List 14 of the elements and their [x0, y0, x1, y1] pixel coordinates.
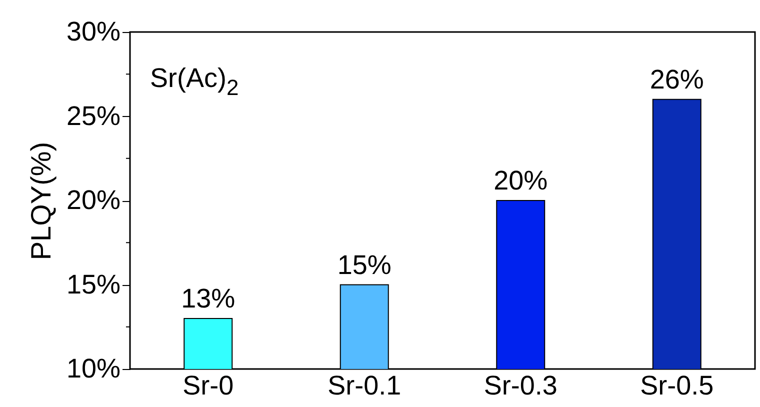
- data-label: 13%: [181, 283, 236, 314]
- data-label: 15%: [337, 250, 392, 280]
- x-tick-label: Sr-0.3: [484, 370, 558, 400]
- y-tick-label: 10%: [66, 354, 120, 384]
- y-tick-label: 25%: [66, 100, 120, 131]
- y-axis-title: PLQY(%): [25, 142, 56, 260]
- data-label: 20%: [494, 166, 548, 196]
- y-tick-label: 30%: [66, 16, 120, 46]
- x-tick-label: Sr-0: [182, 370, 234, 400]
- y-tick-label: 15%: [66, 269, 120, 300]
- x-tick-label: Sr-0.5: [640, 370, 714, 400]
- y-tick-label: 20%: [66, 185, 120, 215]
- data-label: 26%: [650, 64, 704, 94]
- x-tick-label: Sr-0.1: [328, 370, 402, 400]
